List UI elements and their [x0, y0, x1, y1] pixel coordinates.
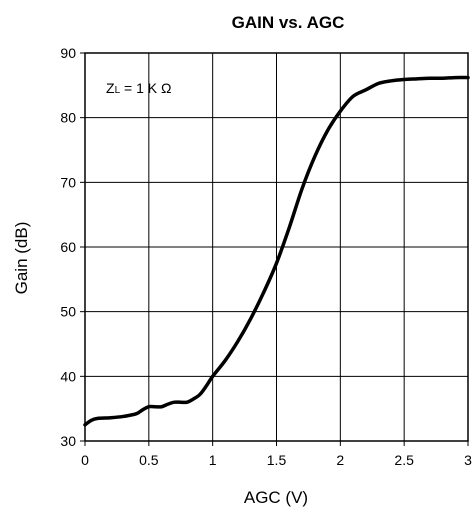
x-tick-label: 3: [464, 452, 472, 468]
y-tick-label: 90: [60, 45, 76, 61]
x-tick-label: 0.5: [139, 452, 159, 468]
grid-lines: [84, 52, 469, 442]
annotation-value: = 1 K Ω: [120, 80, 171, 96]
y-tick-label: 30: [60, 433, 76, 449]
y-axis-label: Gain (dB): [12, 222, 31, 295]
y-tick-label: 40: [60, 368, 76, 384]
x-tick-label: 2: [336, 452, 344, 468]
x-tick-label: 0: [81, 452, 89, 468]
x-tick-label: 2.5: [394, 452, 414, 468]
annotation-load-impedance: ZL = 1 K Ω: [106, 80, 171, 96]
y-tick-label: 50: [60, 304, 76, 320]
annotation-subscript: L: [115, 85, 121, 96]
x-axis-ticks: 0 0.5 1 1.5 2 2.5 3: [81, 441, 472, 468]
y-tick-label: 70: [60, 174, 76, 190]
y-axis-ticks: 30 40 50 60 70 80 90: [60, 45, 85, 449]
y-tick-label: 80: [60, 110, 76, 126]
annotation-z: Z: [106, 80, 115, 96]
series-line-gain: [83, 75, 470, 427]
y-tick-label: 60: [60, 239, 76, 255]
x-tick-label: 1: [209, 452, 217, 468]
x-tick-label: 1.5: [267, 452, 287, 468]
chart-title: GAIN vs. AGC: [232, 13, 345, 32]
x-axis-label: AGC (V): [244, 488, 308, 507]
